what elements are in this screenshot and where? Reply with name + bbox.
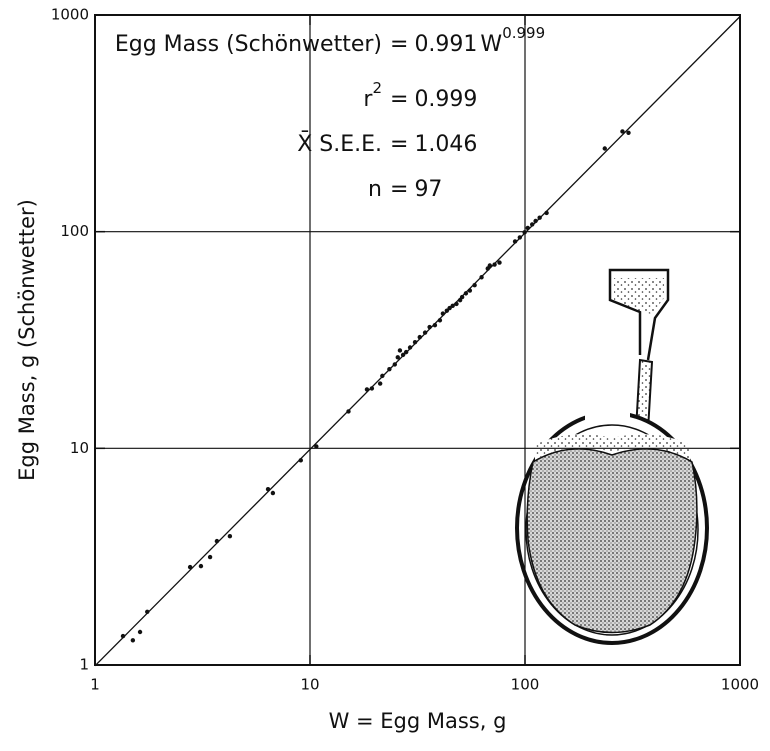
fit-label: Egg Mass (Schönwetter)	[115, 32, 382, 57]
data-point	[270, 490, 276, 496]
data-point	[207, 554, 213, 560]
data-point	[432, 323, 438, 328]
data-point	[417, 334, 422, 340]
data-point	[314, 444, 319, 449]
data-point	[395, 355, 400, 360]
data-point	[544, 210, 549, 216]
fit-line	[94, 16, 741, 667]
data-point	[227, 534, 233, 539]
data-point	[346, 409, 351, 414]
data-point	[512, 239, 518, 244]
data-point	[265, 486, 271, 492]
stat-label: n	[368, 177, 382, 202]
data-point	[397, 348, 403, 353]
relation: =	[390, 32, 408, 57]
data-point	[214, 538, 220, 544]
data-point	[392, 362, 398, 367]
data-point	[400, 352, 406, 358]
data-point	[198, 563, 204, 569]
relation: =	[390, 87, 408, 112]
egg-illustration	[515, 268, 709, 645]
data-point	[298, 458, 303, 463]
data-point	[487, 263, 493, 268]
data-point	[517, 235, 523, 240]
stat-sup: 2	[372, 79, 382, 97]
data-point	[492, 262, 497, 267]
stat-value: = 0.999	[390, 87, 477, 112]
data-point	[450, 303, 455, 308]
x-axis-label: W = Egg Mass, g	[329, 709, 507, 733]
data-point	[447, 305, 452, 311]
data-point	[377, 381, 383, 386]
data-point	[403, 349, 409, 355]
data-point	[412, 339, 418, 345]
data-point	[467, 288, 473, 293]
plot-frame	[94, 14, 741, 666]
data-point	[472, 283, 477, 288]
data-point	[463, 291, 469, 296]
fit-equation: = 0.991 W0.999	[390, 24, 545, 58]
data-point	[437, 318, 443, 323]
value: 1.046	[414, 132, 477, 157]
data-point	[145, 609, 150, 615]
value: 0.999	[414, 87, 477, 112]
data-point	[407, 345, 413, 350]
data-point	[444, 308, 450, 313]
stat-value: = 97	[390, 177, 442, 202]
y-axis-label: Egg Mass, g (Schönwetter)	[15, 199, 39, 481]
stat-name: r	[363, 87, 373, 112]
y-tick-label: 100	[60, 222, 89, 240]
data-point	[626, 130, 631, 135]
value: 97	[414, 177, 442, 202]
stat-value: = 1.046	[390, 132, 477, 157]
relation: =	[390, 177, 408, 202]
stat-label: X̄ S.E.E.	[297, 131, 382, 157]
data-point	[537, 215, 542, 220]
x-tick-label: 1000	[721, 676, 759, 694]
stat-name: n	[368, 177, 382, 202]
exponent: 0.999	[502, 24, 545, 42]
data-point	[440, 311, 446, 316]
data-point	[427, 324, 432, 330]
data-point	[187, 564, 193, 570]
data-point	[369, 386, 375, 391]
data-point	[120, 633, 126, 639]
stat-name: X̄ S.E.E.	[297, 131, 382, 157]
stat-label: r2	[363, 79, 382, 113]
x-tick-label: 10	[300, 676, 319, 694]
data-point	[364, 387, 370, 392]
y-tick-label: 10	[70, 439, 89, 457]
data-point	[422, 330, 428, 335]
data-point	[602, 146, 607, 151]
relation: =	[390, 132, 408, 157]
data-point	[529, 222, 535, 227]
data-point	[497, 260, 502, 265]
data-point	[525, 225, 530, 231]
data-point	[479, 275, 484, 280]
data-point	[380, 373, 385, 379]
data-point	[454, 301, 459, 307]
data-point	[387, 366, 392, 372]
data-point	[137, 629, 143, 635]
x-tick-label: 100	[511, 676, 540, 694]
data-point	[459, 294, 465, 300]
coefficient: 0.991	[414, 32, 477, 57]
y-tick-label: 1000	[51, 6, 89, 24]
x-tick-label: 1	[90, 676, 100, 694]
data-point	[522, 230, 527, 235]
data-point	[130, 638, 136, 643]
y-tick-label: 1	[79, 656, 89, 674]
data-point	[533, 218, 538, 224]
variable: W	[480, 32, 502, 57]
data-point	[620, 129, 625, 134]
